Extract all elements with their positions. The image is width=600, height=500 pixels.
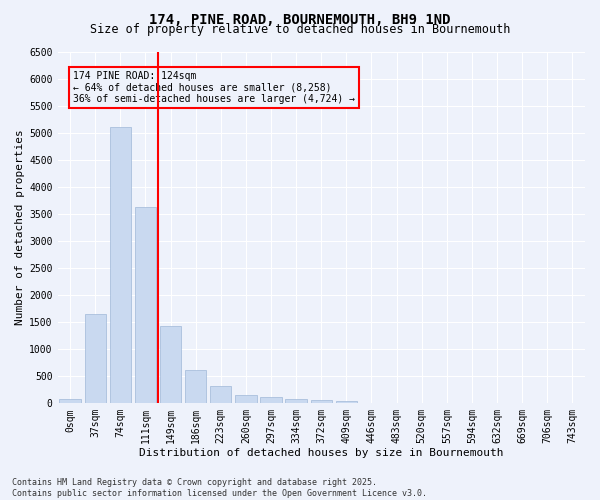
Bar [135, 208, 156, 403]
Text: Contains HM Land Registry data © Crown copyright and database right 2025.
Contai: Contains HM Land Registry data © Crown c… [12, 478, 427, 498]
Bar [260, 398, 282, 403]
Bar [235, 395, 257, 403]
Bar [160, 326, 181, 403]
Text: 174, PINE ROAD, BOURNEMOUTH, BH9 1ND: 174, PINE ROAD, BOURNEMOUTH, BH9 1ND [149, 12, 451, 26]
Bar [185, 370, 206, 403]
Text: 174 PINE ROAD: 124sqm
← 64% of detached houses are smaller (8,258)
36% of semi-d: 174 PINE ROAD: 124sqm ← 64% of detached … [73, 71, 355, 104]
Y-axis label: Number of detached properties: Number of detached properties [15, 130, 25, 325]
Bar [311, 400, 332, 403]
Bar [210, 386, 232, 403]
Bar [361, 402, 382, 403]
X-axis label: Distribution of detached houses by size in Bournemouth: Distribution of detached houses by size … [139, 448, 503, 458]
Bar [336, 402, 357, 403]
Bar [110, 128, 131, 403]
Text: Size of property relative to detached houses in Bournemouth: Size of property relative to detached ho… [90, 22, 510, 36]
Bar [59, 399, 81, 403]
Bar [85, 314, 106, 403]
Bar [286, 399, 307, 403]
